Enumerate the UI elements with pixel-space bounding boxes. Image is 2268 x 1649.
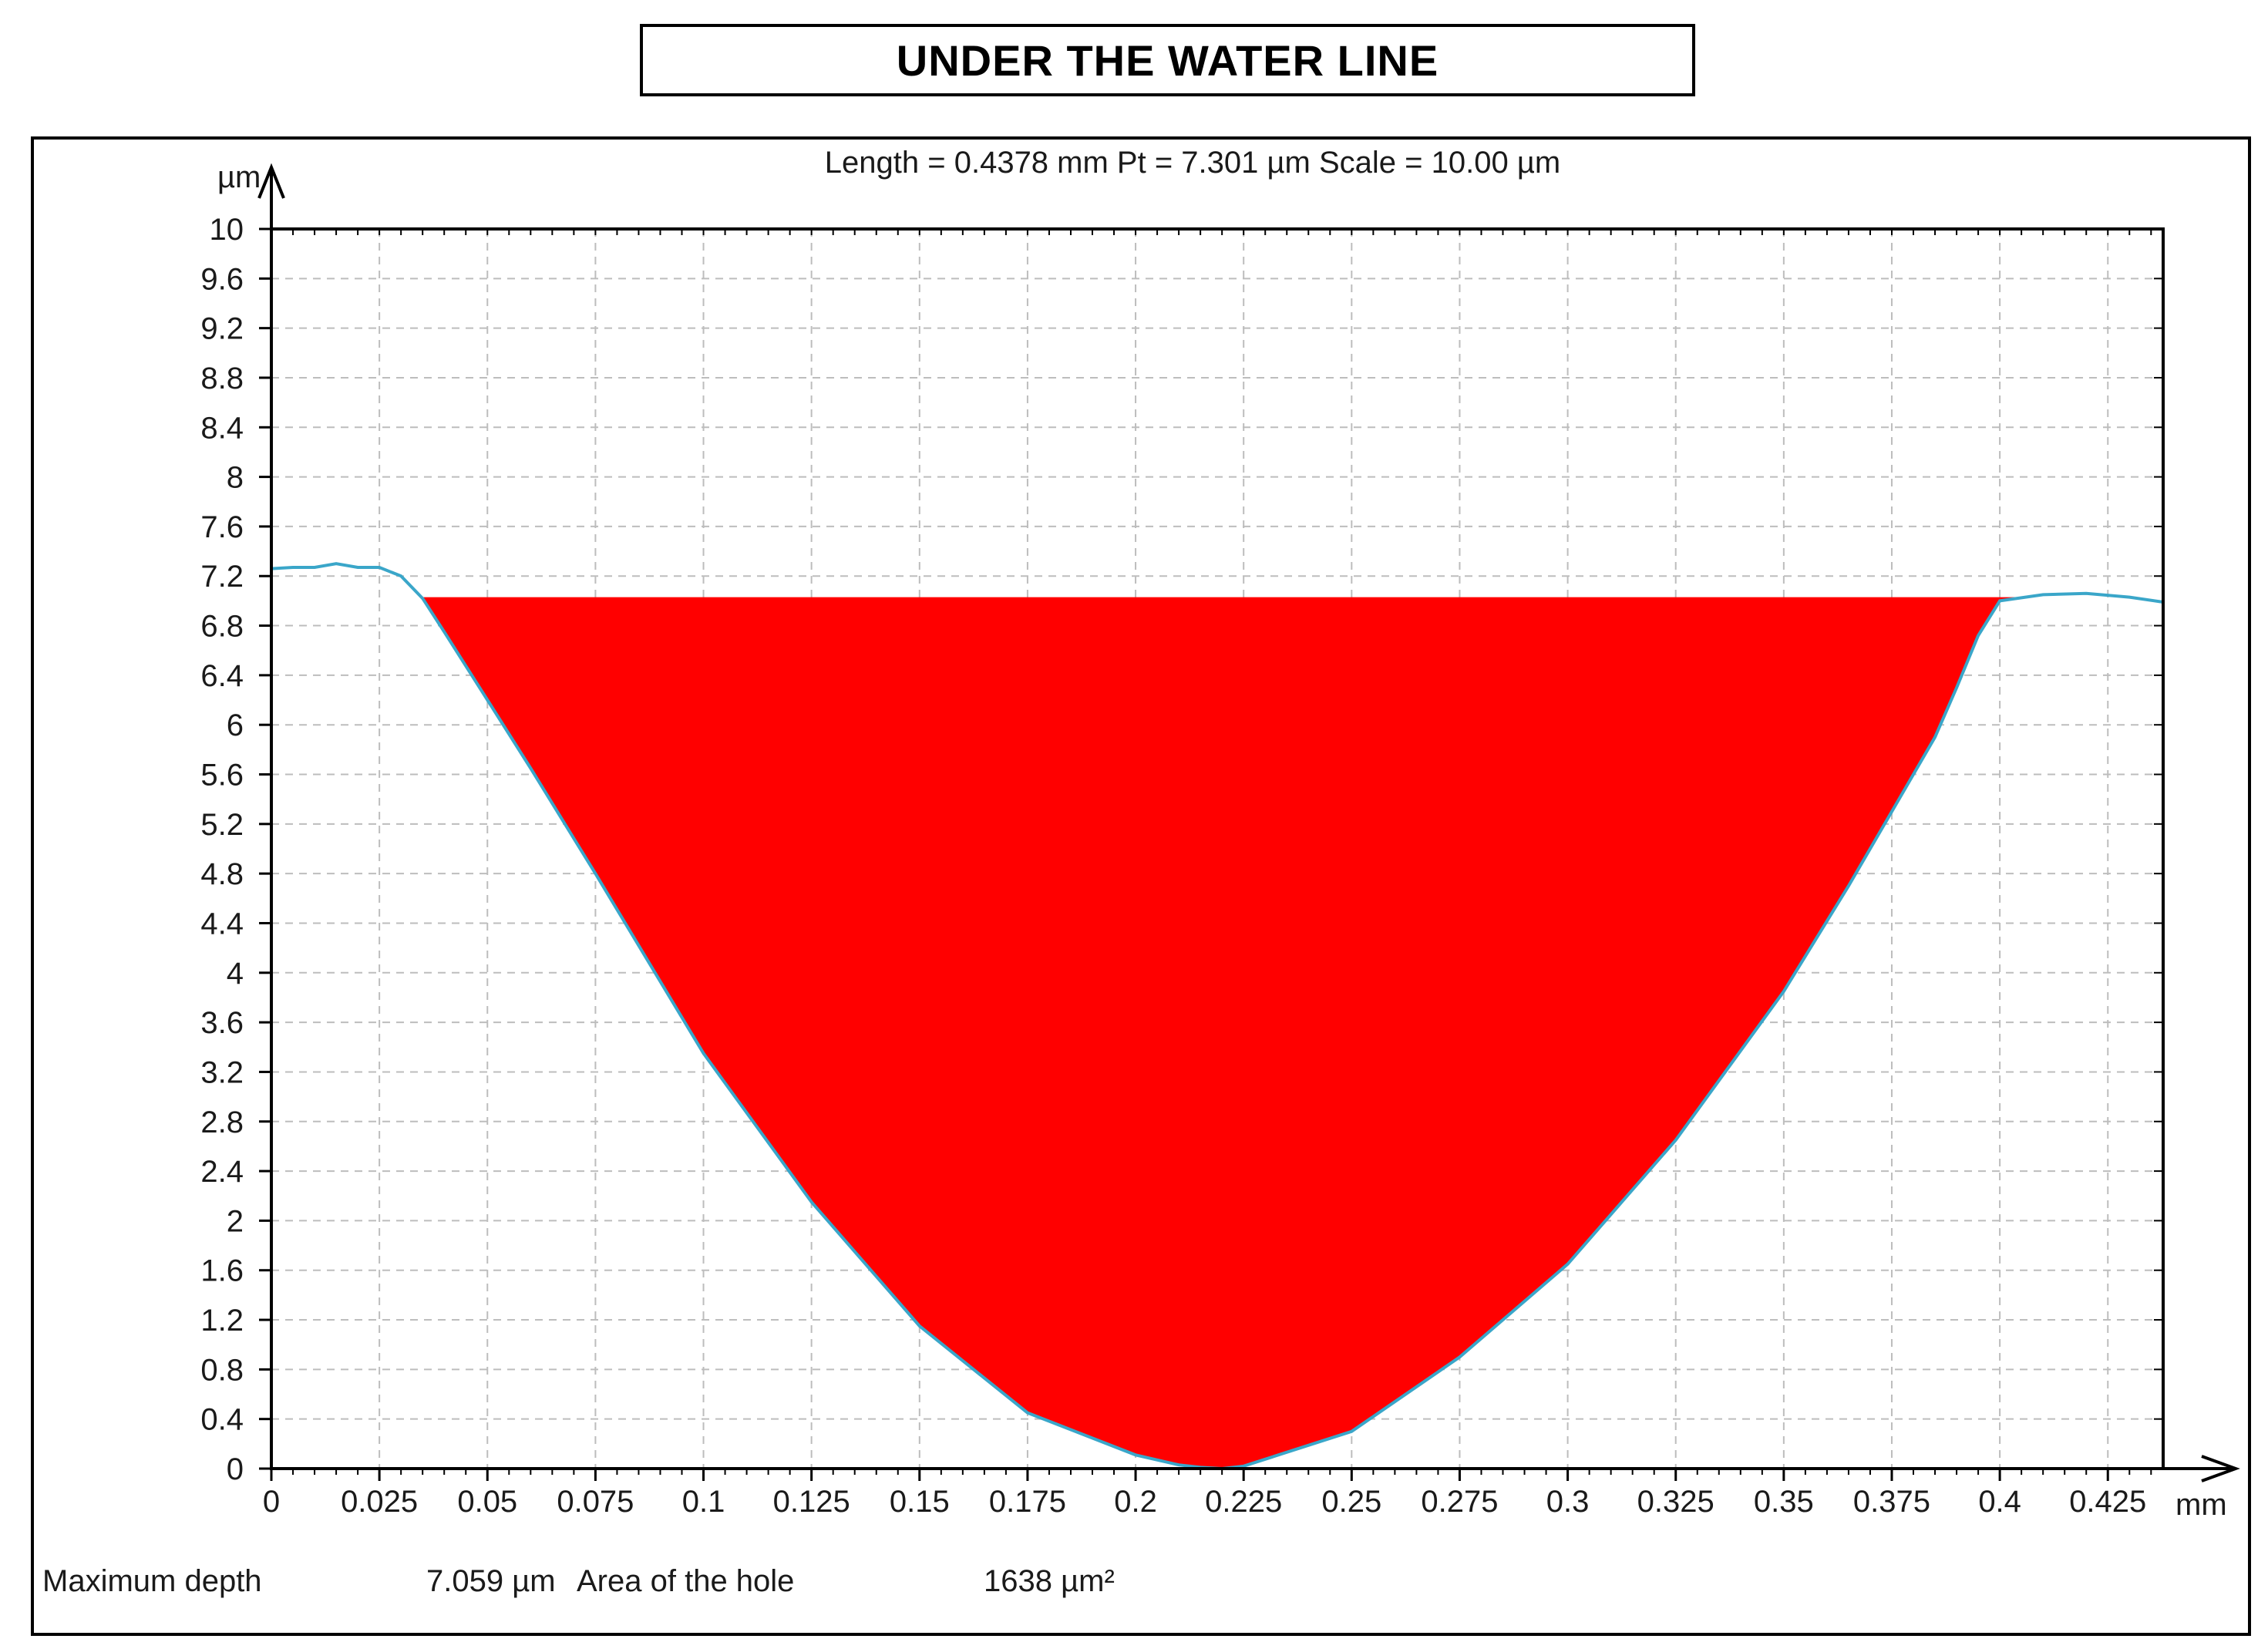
- y-tick-label: 4.4: [200, 907, 244, 941]
- max-depth-value: 7.059 µm: [426, 1564, 556, 1598]
- y-tick-label: 8.8: [200, 362, 244, 395]
- y-tick-label: 8.4: [200, 411, 244, 445]
- x-tick-label: 0.425: [2069, 1485, 2146, 1519]
- y-tick-label: 4.8: [200, 857, 244, 891]
- x-tick-label: 0.225: [1205, 1485, 1282, 1519]
- chart-frame: 0 0.025 0.05 0.075 0.1 0.125 0.15 0.175 0.2 0.225…: [31, 136, 2251, 1636]
- chart-title-box: UNDER THE WATER LINE: [640, 24, 1695, 96]
- x-tick-label: 0.275: [1421, 1485, 1498, 1519]
- y-tick-label: 5.2: [200, 808, 244, 842]
- y-tick-label: 5.6: [200, 759, 244, 793]
- y-tick-label: 1.2: [200, 1304, 244, 1338]
- x-tick-label: 0.375: [1853, 1485, 1930, 1519]
- y-tick-label: 1.6: [200, 1254, 244, 1288]
- y-tick-label: 6.4: [200, 659, 244, 693]
- axes: [257, 163, 2240, 1482]
- y-tick-label: 10: [210, 213, 244, 247]
- x-tick-label: 0.325: [1637, 1485, 1714, 1519]
- chart-subtitle: Length = 0.4378 mm Pt = 7.301 µm Scale =…: [825, 146, 1560, 180]
- y-tick-label: 8: [227, 461, 244, 495]
- y-tick-label: 2.4: [200, 1155, 244, 1189]
- x-tick-label: 0.3: [1546, 1485, 1590, 1519]
- y-axis-arrow: [257, 163, 285, 199]
- y-tick-label: 2.8: [200, 1106, 244, 1139]
- y-tick-label: 9.2: [200, 312, 244, 346]
- x-tick-label: 0: [263, 1485, 280, 1519]
- y-tick-label: 0: [227, 1452, 244, 1486]
- y-tick-label: 0.4: [200, 1403, 244, 1437]
- water-area-fill: [421, 597, 2026, 1469]
- y-tick-label: 3.6: [200, 1006, 244, 1040]
- y-tick-label: 3.2: [200, 1055, 244, 1089]
- x-tick-label: 0.025: [341, 1485, 418, 1519]
- y-axis-unit: µm: [217, 160, 261, 194]
- profile-line: [271, 562, 2164, 1471]
- y-tick-label: 0.8: [200, 1353, 244, 1387]
- x-tick-label: 0.125: [773, 1485, 850, 1519]
- y-tick-label: 7.6: [200, 510, 244, 544]
- x-tick-label: 0.25: [1321, 1485, 1381, 1519]
- x-tick-label: 0.05: [457, 1485, 517, 1519]
- area-label: Area of the hole: [577, 1564, 794, 1598]
- x-tick-label: 0.15: [890, 1485, 950, 1519]
- profile-chart: 0 0.025 0.05 0.075 0.1 0.125 0.15 0.175 0.2 0.225…: [42, 146, 2240, 1598]
- max-depth-label: Maximum depth: [42, 1564, 262, 1598]
- x-tick-label: 0.075: [557, 1485, 634, 1519]
- y-tick-label: 6: [227, 708, 244, 742]
- x-axis-arrow: [2201, 1455, 2240, 1482]
- y-tick-label: 7.2: [200, 560, 244, 594]
- y-tick-label: 2: [227, 1204, 244, 1238]
- x-axis-unit: mm: [2175, 1488, 2227, 1522]
- x-tick-label: 0.1: [682, 1485, 725, 1519]
- y-tick-label: 6.8: [200, 610, 244, 644]
- x-tick-label: 0.2: [1114, 1485, 1157, 1519]
- x-tick-label: 0.35: [1754, 1485, 1814, 1519]
- x-tick-label: 0.175: [989, 1485, 1066, 1519]
- x-tick-label: 0.4: [1978, 1485, 2021, 1519]
- y-tick-label: 4: [227, 957, 244, 991]
- chart-title: UNDER THE WATER LINE: [896, 35, 1439, 85]
- area-value: 1638 µm²: [984, 1564, 1115, 1598]
- y-tick-label: 9.6: [200, 262, 244, 296]
